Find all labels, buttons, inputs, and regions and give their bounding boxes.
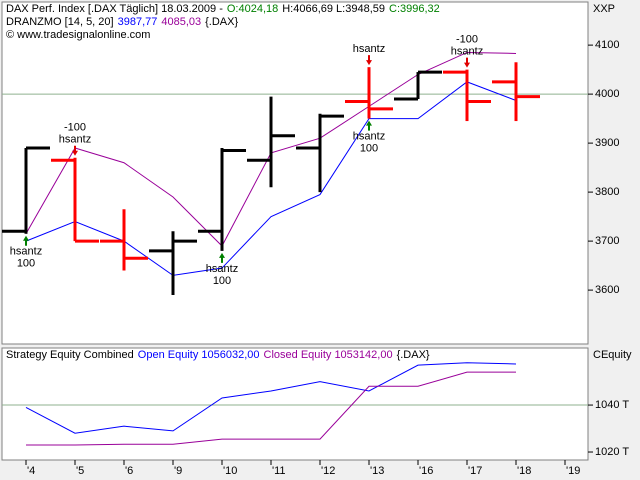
- legend-text: H:4066,69 L:3948,59: [282, 3, 385, 15]
- equity-pane: [1, 347, 589, 461]
- y-tick-label: 3800: [595, 186, 619, 198]
- y-tick-label: 1020 T: [595, 446, 629, 458]
- x-tick-label: '18: [517, 465, 531, 477]
- line: [25, 81, 517, 276]
- x-tick-label: '13: [370, 465, 384, 477]
- legend-text: © www.tradesignalonline.com: [6, 29, 151, 41]
- signal-arrow: [366, 120, 372, 131]
- y-tick-label: 4100: [595, 39, 619, 51]
- axis-label: XXP: [593, 3, 615, 15]
- y-tick-label: 4000: [595, 88, 619, 100]
- signal-arrow: [72, 145, 78, 156]
- y-tick-label: 3700: [595, 235, 619, 247]
- axis-label: CEquity: [593, 349, 632, 361]
- x-tick-label: '19: [566, 465, 580, 477]
- annotation: hsantz: [353, 131, 385, 143]
- legend-row: DRANZMO [14, 5, 20] 3987,77 4085,03 {.DAX}: [6, 16, 444, 29]
- signal-arrow: [219, 252, 225, 263]
- signal-arrow: [366, 55, 372, 66]
- legend-text: DRANZMO [14, 5, 20]: [6, 16, 114, 28]
- line: [25, 362, 517, 434]
- x-tick-label: '10: [223, 465, 237, 477]
- main-pane: [1, 1, 589, 345]
- annotation: hsantz: [59, 134, 91, 146]
- legend-text: DAX Perf. Index [.DAX Täglich] 18.03.200…: [6, 3, 223, 15]
- legend: Strategy Equity Combined Open Equity 1056…: [6, 349, 434, 362]
- x-tick-label: '11: [272, 465, 286, 477]
- legend-text: O:4024,18: [226, 3, 279, 15]
- x-tick-label: '17: [468, 465, 482, 477]
- annotation: 100: [360, 143, 378, 155]
- x-tick-label: '4: [27, 465, 35, 477]
- legend-text: {.DAX}: [396, 349, 430, 361]
- annotation: hsantz: [206, 263, 238, 275]
- x-tick-label: '5: [76, 465, 84, 477]
- legend: DAX Perf. Index [.DAX Täglich] 18.03.200…: [6, 3, 444, 42]
- x-tick-label: '6: [125, 465, 133, 477]
- annotation: -100: [64, 122, 86, 134]
- legend-text: {.DAX}: [205, 16, 239, 28]
- x-tick-label: '16: [419, 465, 433, 477]
- annotation: 100: [17, 258, 35, 270]
- legend-text: Strategy Equity Combined: [6, 349, 134, 361]
- legend-row: Strategy Equity Combined Open Equity 1056…: [6, 349, 434, 362]
- y-tick-label: 1040 T: [595, 399, 629, 411]
- annotation: hsantz: [10, 246, 42, 258]
- legend-text: Open Equity 1056032,00: [137, 349, 260, 361]
- legend-row: © www.tradesignalonline.com: [6, 29, 444, 42]
- annotation: hsantz: [353, 43, 385, 55]
- y-tick-label: 3900: [595, 137, 619, 149]
- line: [26, 371, 516, 446]
- annotation: -100: [456, 34, 478, 46]
- legend-text: C:3996,32: [389, 3, 440, 15]
- y-tick-label: 3600: [595, 284, 619, 296]
- x-tick-label: '9: [174, 465, 182, 477]
- signal-arrow: [23, 235, 29, 246]
- legend-text: 3987,77: [117, 16, 158, 28]
- signal-arrow: [464, 57, 470, 68]
- annotation: hsantz: [451, 46, 483, 58]
- annotation: 100: [213, 275, 231, 287]
- legend-row: DAX Perf. Index [.DAX Täglich] 18.03.200…: [6, 3, 444, 16]
- legend-text: Closed Equity 1053142,00: [263, 349, 393, 361]
- legend-text: 4085,03: [161, 16, 202, 28]
- x-tick-label: '12: [321, 465, 335, 477]
